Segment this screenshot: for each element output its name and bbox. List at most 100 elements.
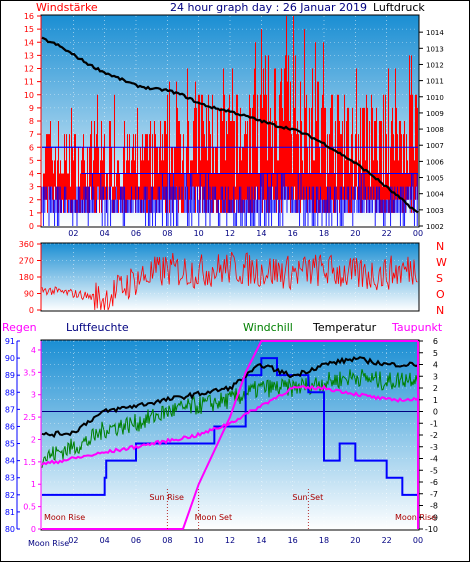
top-x-tick-label: 14 <box>256 229 266 238</box>
humidity-tick-label: 91 <box>5 337 15 346</box>
direction-letter-o: O <box>436 288 445 301</box>
direction-letter-s: S <box>436 272 443 285</box>
humidity-tick-label: 83 <box>5 474 15 483</box>
direction-tick-label: 270 <box>19 257 34 266</box>
direction-tick-label: 180 <box>19 273 34 282</box>
top-x-tick-label: 10 <box>194 229 204 238</box>
pressure-tick-label: 1012 <box>426 61 444 69</box>
bottom-x-tick-label: 16 <box>288 536 298 545</box>
humidity-tick-label: 89 <box>5 371 15 380</box>
temperature-tick-label: 5 <box>433 349 438 358</box>
event-label: Moon Rise <box>395 513 436 522</box>
pressure-tick-label: 1011 <box>426 78 444 86</box>
rain-tick-label: 0.5 <box>23 503 36 512</box>
axis-ticks: 0123456789101112131415161002100310041005… <box>5 12 445 545</box>
humidity-tick-label: 81 <box>5 508 15 517</box>
bottom-x-tick-label: 22 <box>382 536 392 545</box>
temperature-tick-label: 3 <box>433 372 438 381</box>
top-x-tick-label: 04 <box>100 229 110 238</box>
temperature-tick-label: -5 <box>430 466 438 475</box>
event-label: Moon Rise <box>44 513 85 522</box>
dewpoint-line <box>41 384 419 466</box>
humidity-tick-label: 80 <box>5 525 15 534</box>
humidity-line <box>42 357 418 496</box>
windchill-line <box>41 369 419 468</box>
event-label: Moon Set <box>195 513 232 522</box>
rain-tick-label: 0 <box>31 525 36 534</box>
temperature-tick-label: -6 <box>430 478 438 487</box>
temperature-tick-label: 2 <box>433 384 438 393</box>
bottom-x-tick-label: 12 <box>225 536 235 545</box>
wind-speed-tick-label: 3 <box>29 183 34 192</box>
humidity-tick-label: 82 <box>5 491 15 500</box>
wind-speed-tick-label: 16 <box>24 12 34 21</box>
bottom-chart-series: Moon Rise Moon Set Sun Rise Sun Set Moon Ris… <box>41 340 436 530</box>
direction-letter-w: W <box>436 256 447 269</box>
pressure-tick-label: 1009 <box>426 110 444 118</box>
direction-tick-label: 360 <box>19 240 34 249</box>
wind-speed-tick-label: 4 <box>29 170 34 179</box>
bottom-x-tick-label: 08 <box>162 536 172 545</box>
temperature-tick-label: -2 <box>430 431 438 440</box>
event-label: Sun Set <box>292 493 323 502</box>
wind-speed-tick-label: 12 <box>24 65 34 74</box>
bottom-x-tick-label: 14 <box>256 536 266 545</box>
rain-tick-label: 4 <box>31 346 36 355</box>
direction-letter-n-top: N <box>436 240 444 253</box>
top-x-tick-label: 18 <box>319 229 329 238</box>
humidity-tick-label: 88 <box>5 388 15 397</box>
humidity-axis-label: Luftfeuchte <box>66 321 129 334</box>
pressure-tick-label: 1005 <box>426 175 444 183</box>
top-x-tick-label: 22 <box>382 229 392 238</box>
rain-axis-label: Regen <box>2 321 37 334</box>
top-x-tick-label: 00 <box>413 229 423 238</box>
wind-speed-tick-label: 14 <box>24 38 34 47</box>
top-x-tick-label: 20 <box>350 229 360 238</box>
humidity-tick-label: 85 <box>5 440 15 449</box>
temperature-tick-label: -9 <box>430 513 438 522</box>
wind-speed-tick-label: 10 <box>24 91 34 100</box>
temperature-tick-label: -3 <box>430 443 438 452</box>
temperature-axis-label: Temperatur <box>312 321 377 334</box>
pressure-tick-label: 1008 <box>426 126 444 134</box>
temperature-tick-label: -8 <box>430 502 438 511</box>
chart-title: 24 hour graph day : 26 Januar 2019 <box>170 1 367 14</box>
top-x-tick-label: 06 <box>131 229 141 238</box>
temperature-tick-label: -10 <box>425 525 438 534</box>
pressure-line <box>41 36 419 214</box>
wind-speed-tick-label: 0 <box>29 222 34 231</box>
wind-direction-series <box>41 251 418 311</box>
rain-tick-label: 1 <box>31 480 36 489</box>
temperature-tick-label: -1 <box>430 419 438 428</box>
wind-speed-axis-label: Windstärke <box>36 1 98 14</box>
windchill-axis-label: Windchill <box>243 321 293 334</box>
temperature-tick-label: 0 <box>433 408 438 417</box>
temperature-tick-label: 6 <box>433 337 438 346</box>
humidity-tick-label: 87 <box>5 405 15 414</box>
wind-speed-tick-label: 2 <box>29 196 34 205</box>
direction-tick-label: 90 <box>24 290 34 299</box>
pressure-tick-label: 1007 <box>426 142 444 150</box>
bottom-x-tick-label: 04 <box>100 536 110 545</box>
temperature-tick-label: -4 <box>430 455 438 464</box>
pressure-tick-label: 1004 <box>426 191 444 199</box>
wind-speed-tick-label: 6 <box>29 143 34 152</box>
top-x-tick-label: 16 <box>288 229 298 238</box>
bottom-x-tick-label: 10 <box>194 536 204 545</box>
temperature-line <box>41 356 419 439</box>
top-chart-series <box>41 16 419 226</box>
bottom-x-tick-label: 06 <box>131 536 141 545</box>
event-label: Sun Rise <box>149 493 184 502</box>
temperature-tick-label: 4 <box>433 361 438 370</box>
pressure-tick-label: 1006 <box>426 158 444 166</box>
top-x-tick-label: 08 <box>162 229 172 238</box>
top-x-tick-label: 02 <box>68 229 78 238</box>
rain-tick-label: 2.5 <box>23 413 36 422</box>
rain-tick-label: 1.5 <box>23 458 36 467</box>
direction-tick-label: 0 <box>29 306 34 315</box>
pressure-tick-label: 1010 <box>426 94 444 102</box>
humidity-tick-label: 90 <box>5 354 15 363</box>
wind-speed-tick-label: 7 <box>29 130 34 139</box>
